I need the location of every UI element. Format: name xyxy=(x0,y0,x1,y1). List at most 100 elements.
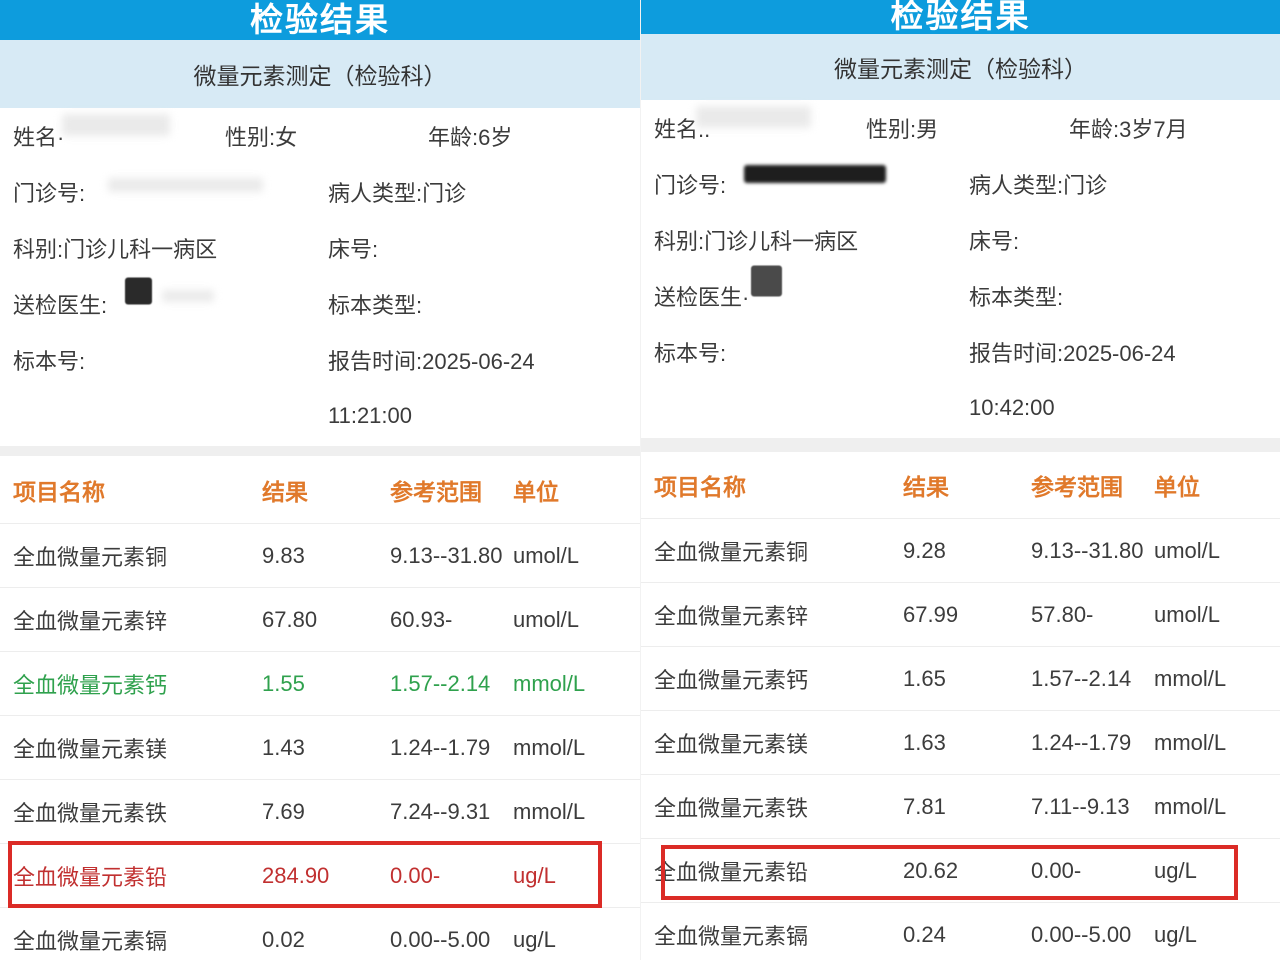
item-range: 7.24--9.31 xyxy=(390,798,491,824)
info-row-time: 11:21:00 xyxy=(0,388,640,444)
item-result: 9.28 xyxy=(903,537,946,563)
info-row-specimen: 标本号: 报告时间:2025-06-24 xyxy=(0,332,640,388)
item-unit: umol/L xyxy=(1154,537,1221,563)
table-header-row: 项目名称 结果 参考范围 单位 xyxy=(641,452,1280,518)
outpatient-no-label: 门诊号: xyxy=(13,181,86,206)
patient-age: 年龄:6岁 xyxy=(428,125,513,150)
item-unit: ug/L xyxy=(513,926,556,952)
name-redaction xyxy=(62,114,170,136)
report-subtitle: 微量元素测定（检验科） xyxy=(0,40,640,108)
report-title-bar: 检验结果 xyxy=(641,0,1280,34)
report-time: 10:42:00 xyxy=(969,395,1055,420)
item-range: 1.57--2.14 xyxy=(390,670,491,696)
item-result: 1.43 xyxy=(262,734,305,760)
report-subtitle: 微量元素测定（检验科） xyxy=(641,34,1280,100)
item-name: 全血微量元素镉 xyxy=(13,928,168,954)
table-row-calcium: 全血微量元素钙 1.55 1.57--2.14 mmol/L xyxy=(0,651,640,715)
item-range: 9.13--31.80 xyxy=(1031,537,1144,563)
report-date: 报告时间:2025-06-24 xyxy=(969,341,1176,366)
header-result: 结果 xyxy=(262,478,308,505)
info-row-identity: 姓名.. 性别:男 年龄:3岁7月 xyxy=(641,100,1280,156)
bed-no-label: 床号: xyxy=(328,237,379,262)
outpatient-no-redaction xyxy=(108,178,263,192)
item-name: 全血微量元素钙 xyxy=(654,667,809,693)
header-range: 参考范围 xyxy=(390,478,482,505)
doctor-redaction xyxy=(125,277,152,305)
info-row-doctor: 送检医生: 标本类型: xyxy=(0,276,640,332)
item-name: 全血微量元素镉 xyxy=(654,923,809,949)
table-row-cadmium: 全血微量元素镉 0.02 0.00--5.00 ug/L xyxy=(0,907,640,960)
item-range: 7.11--9.13 xyxy=(1031,793,1130,819)
item-name: 全血微量元素锌 xyxy=(654,603,809,629)
info-row-identity: 姓名· 性别:女 年龄:6岁 xyxy=(0,108,640,164)
item-range: 9.13--31.80 xyxy=(390,542,503,568)
item-range: 1.24--1.79 xyxy=(1031,729,1132,755)
results-table: 项目名称 结果 参考范围 单位 全血微量元素铜 9.28 9.13--31.80… xyxy=(641,452,1280,960)
item-result: 0.24 xyxy=(903,921,946,947)
table-row-zinc: 全血微量元素锌 67.99 57.80- umol/L xyxy=(641,582,1280,646)
info-row-visit: 门诊号: 病人类型:门诊 xyxy=(0,164,640,220)
item-result: 1.65 xyxy=(903,665,946,691)
item-range: 0.00- xyxy=(1031,857,1082,883)
item-result: 0.02 xyxy=(262,926,305,952)
info-row-time: 10:42:00 xyxy=(641,380,1280,436)
item-result: 67.80 xyxy=(262,606,318,632)
item-result: 20.62 xyxy=(903,857,959,883)
item-range: 0.00--5.00 xyxy=(390,926,491,952)
patient-name-label: 姓名· xyxy=(13,125,65,150)
name-redaction xyxy=(696,106,811,128)
doctor-label: 送检医生· xyxy=(654,285,750,310)
patient-info: 姓名.. 性别:男 年龄:3岁7月 门诊号: 病人类型:门诊 科别:门诊儿科一病… xyxy=(641,100,1280,438)
item-range: 1.24--1.79 xyxy=(390,734,491,760)
item-unit: ug/L xyxy=(513,862,556,888)
doctor-label: 送检医生: xyxy=(13,293,108,318)
table-row-iron: 全血微量元素铁 7.69 7.24--9.31 mmol/L xyxy=(0,779,640,843)
bed-no-label: 床号: xyxy=(969,229,1020,254)
outpatient-no-redaction xyxy=(744,165,886,183)
report-title-bar: 检验结果 xyxy=(0,0,640,40)
item-unit: umol/L xyxy=(513,542,580,568)
item-name: 全血微量元素铅 xyxy=(13,864,168,890)
section-divider xyxy=(641,438,1280,452)
item-unit: mmol/L xyxy=(513,670,586,696)
specimen-type-label: 标本类型: xyxy=(328,293,423,318)
info-row-department: 科别:门诊儿科一病区 床号: xyxy=(641,212,1280,268)
item-name: 全血微量元素铜 xyxy=(13,544,168,570)
item-unit: mmol/L xyxy=(1154,793,1227,819)
item-result: 9.83 xyxy=(262,542,305,568)
outpatient-no-label: 门诊号: xyxy=(654,173,727,198)
doctor-redaction xyxy=(751,265,782,297)
item-unit: ug/L xyxy=(1154,921,1197,947)
table-row-lead: 全血微量元素铅 20.62 0.00- ug/L xyxy=(641,838,1280,902)
header-item-name: 项目名称 xyxy=(13,478,105,505)
item-result: 284.90 xyxy=(262,862,330,888)
table-row-cadmium: 全血微量元素镉 0.24 0.00--5.00 ug/L xyxy=(641,902,1280,960)
department: 科别:门诊儿科一病区 xyxy=(654,229,859,254)
item-name: 全血微量元素钙 xyxy=(13,672,168,698)
item-name: 全血微量元素锌 xyxy=(13,608,168,634)
page-title: 检验结果 xyxy=(250,1,390,38)
item-unit: umol/L xyxy=(513,606,580,632)
item-result: 1.55 xyxy=(262,670,305,696)
header-result: 结果 xyxy=(903,474,949,500)
info-row-specimen: 标本号: 报告时间:2025-06-24 xyxy=(641,324,1280,380)
table-row-calcium: 全血微量元素钙 1.65 1.57--2.14 mmol/L xyxy=(641,646,1280,710)
results-table: 项目名称 结果 参考范围 单位 全血微量元素铜 9.83 9.13--31.80… xyxy=(0,456,640,960)
patient-info: 姓名· 性别:女 年龄:6岁 门诊号: 病人类型:门诊 科别:门诊儿科一病区 床… xyxy=(0,108,640,446)
patient-type: 病人类型:门诊 xyxy=(969,173,1108,198)
patient-type: 病人类型:门诊 xyxy=(328,181,467,206)
patient-age: 年龄:3岁7月 xyxy=(1069,117,1188,142)
item-range: 0.00- xyxy=(390,862,441,888)
page-title: 检验结果 xyxy=(890,0,1031,34)
item-range: 57.80- xyxy=(1031,601,1094,627)
specimen-no-label: 标本号: xyxy=(654,341,727,366)
header-unit: 单位 xyxy=(513,478,559,505)
patient-gender: 性别:男 xyxy=(866,117,939,142)
section-divider xyxy=(0,446,640,456)
department: 科别:门诊儿科一病区 xyxy=(13,237,218,262)
table-row-zinc: 全血微量元素锌 67.80 60.93- umol/L xyxy=(0,587,640,651)
specimen-type-label: 标本类型: xyxy=(969,285,1064,310)
table-row-copper: 全血微量元素铜 9.83 9.13--31.80 umol/L xyxy=(0,523,640,587)
item-unit: mmol/L xyxy=(1154,729,1227,755)
item-unit: mmol/L xyxy=(513,734,586,760)
